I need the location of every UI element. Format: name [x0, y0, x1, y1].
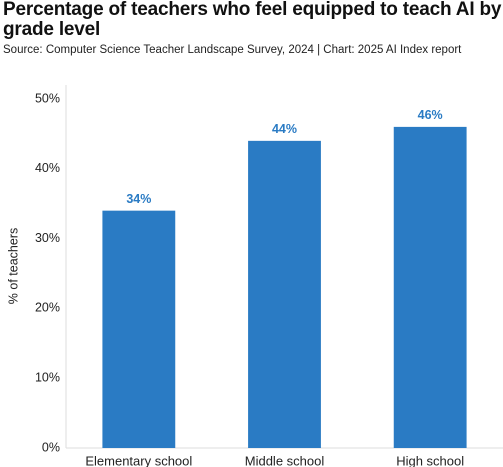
- y-tick-label: 20%: [35, 301, 60, 315]
- y-tick-label: 30%: [35, 231, 60, 245]
- y-axis-label: % of teachers: [6, 228, 20, 304]
- value-label: 46%: [418, 108, 443, 122]
- y-tick-label: 40%: [35, 161, 60, 175]
- value-label: 44%: [272, 122, 297, 136]
- y-tick-label: 10%: [35, 370, 60, 384]
- x-tick-label: Elementary school: [85, 453, 192, 467]
- bar: [393, 126, 467, 448]
- bar: [248, 140, 321, 448]
- y-tick-label: 50%: [35, 91, 60, 105]
- bar: [102, 210, 176, 448]
- y-tick-label: 0%: [42, 440, 60, 454]
- x-tick-label: Middle school: [245, 453, 325, 467]
- x-tick-label: High school: [396, 453, 464, 467]
- chart-subtitle: Source: Computer Science Teacher Landsca…: [3, 44, 462, 56]
- value-label: 34%: [126, 192, 151, 206]
- chart-title: Percentage of teachers who feel equipped…: [3, 0, 502, 40]
